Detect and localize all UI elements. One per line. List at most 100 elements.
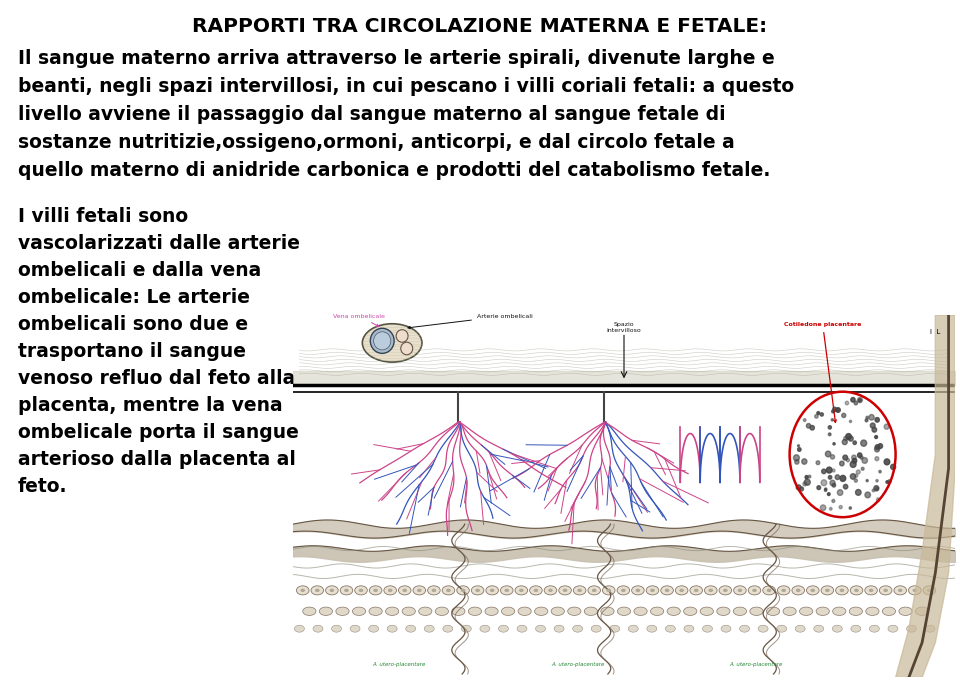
Ellipse shape: [916, 607, 928, 615]
Circle shape: [851, 397, 855, 402]
Circle shape: [843, 455, 848, 460]
Ellipse shape: [446, 588, 451, 592]
Text: I villi fetali sono: I villi fetali sono: [18, 207, 188, 226]
Ellipse shape: [647, 625, 657, 632]
Ellipse shape: [517, 625, 527, 632]
Text: Il sangue materno arriva attraverso le arterie spirali, divenute larghe e: Il sangue materno arriva attraverso le a…: [18, 49, 775, 68]
Ellipse shape: [906, 625, 917, 632]
Circle shape: [802, 459, 807, 464]
Ellipse shape: [344, 588, 348, 592]
Circle shape: [832, 469, 835, 472]
Ellipse shape: [869, 588, 874, 592]
Circle shape: [875, 436, 877, 438]
Text: ombelicali e dalla vena: ombelicali e dalla vena: [18, 261, 261, 280]
Ellipse shape: [486, 585, 498, 595]
Circle shape: [798, 447, 801, 452]
Circle shape: [835, 475, 840, 480]
Circle shape: [400, 342, 413, 355]
Ellipse shape: [694, 588, 699, 592]
Circle shape: [844, 436, 848, 441]
Circle shape: [852, 459, 856, 463]
Ellipse shape: [559, 585, 571, 595]
Ellipse shape: [462, 625, 471, 632]
Circle shape: [869, 415, 875, 420]
Circle shape: [860, 456, 863, 459]
Text: ombelicale: Le arterie: ombelicale: Le arterie: [18, 288, 250, 307]
Circle shape: [842, 413, 846, 418]
Ellipse shape: [703, 625, 712, 632]
Ellipse shape: [795, 625, 805, 632]
Ellipse shape: [690, 585, 703, 595]
Ellipse shape: [684, 625, 694, 632]
Circle shape: [832, 484, 835, 487]
Circle shape: [850, 507, 852, 510]
Circle shape: [831, 419, 833, 421]
Circle shape: [876, 498, 880, 502]
Ellipse shape: [548, 588, 553, 592]
Ellipse shape: [634, 607, 647, 615]
Ellipse shape: [908, 585, 921, 595]
Ellipse shape: [315, 588, 320, 592]
Ellipse shape: [373, 588, 378, 592]
Circle shape: [866, 480, 868, 482]
Circle shape: [828, 475, 831, 479]
Ellipse shape: [753, 588, 756, 592]
Ellipse shape: [617, 607, 631, 615]
Circle shape: [854, 474, 858, 477]
Ellipse shape: [567, 607, 581, 615]
Circle shape: [854, 401, 857, 405]
Ellipse shape: [592, 588, 596, 592]
Ellipse shape: [457, 585, 469, 595]
Circle shape: [794, 454, 800, 461]
Text: feto.: feto.: [18, 477, 67, 496]
Ellipse shape: [432, 588, 436, 592]
Ellipse shape: [796, 588, 801, 592]
Ellipse shape: [708, 588, 713, 592]
Circle shape: [805, 475, 808, 479]
Circle shape: [854, 479, 857, 482]
Ellipse shape: [461, 588, 466, 592]
Ellipse shape: [750, 607, 763, 615]
Ellipse shape: [452, 607, 465, 615]
Ellipse shape: [530, 585, 542, 595]
Ellipse shape: [621, 588, 626, 592]
Ellipse shape: [792, 585, 804, 595]
Ellipse shape: [865, 585, 877, 595]
Polygon shape: [896, 315, 955, 677]
Ellipse shape: [485, 607, 498, 615]
Circle shape: [873, 489, 875, 492]
Circle shape: [855, 489, 861, 496]
Text: quello materno di anidride carbonica e prodotti del catabolismo fetale.: quello materno di anidride carbonica e p…: [18, 161, 770, 180]
Ellipse shape: [370, 585, 382, 595]
Circle shape: [800, 487, 804, 491]
Circle shape: [875, 418, 879, 422]
Ellipse shape: [443, 625, 453, 632]
Ellipse shape: [311, 585, 324, 595]
Circle shape: [851, 461, 856, 468]
Ellipse shape: [551, 607, 564, 615]
Ellipse shape: [500, 585, 513, 595]
Circle shape: [828, 493, 830, 496]
Ellipse shape: [882, 607, 896, 615]
Ellipse shape: [684, 607, 697, 615]
Ellipse shape: [825, 588, 829, 592]
Ellipse shape: [417, 588, 421, 592]
Ellipse shape: [800, 607, 813, 615]
Circle shape: [886, 481, 888, 483]
Ellipse shape: [398, 585, 411, 595]
Circle shape: [862, 458, 868, 464]
Circle shape: [866, 416, 869, 419]
Circle shape: [815, 415, 818, 418]
Ellipse shape: [737, 588, 742, 592]
Ellipse shape: [384, 585, 396, 595]
Ellipse shape: [471, 585, 484, 595]
Ellipse shape: [302, 607, 316, 615]
Text: arterioso dalla placenta al: arterioso dalla placenta al: [18, 450, 296, 469]
Ellipse shape: [369, 625, 378, 632]
Circle shape: [840, 461, 844, 466]
Ellipse shape: [402, 607, 416, 615]
Circle shape: [798, 445, 800, 447]
Ellipse shape: [402, 588, 407, 592]
Circle shape: [872, 427, 876, 432]
Circle shape: [888, 480, 891, 483]
